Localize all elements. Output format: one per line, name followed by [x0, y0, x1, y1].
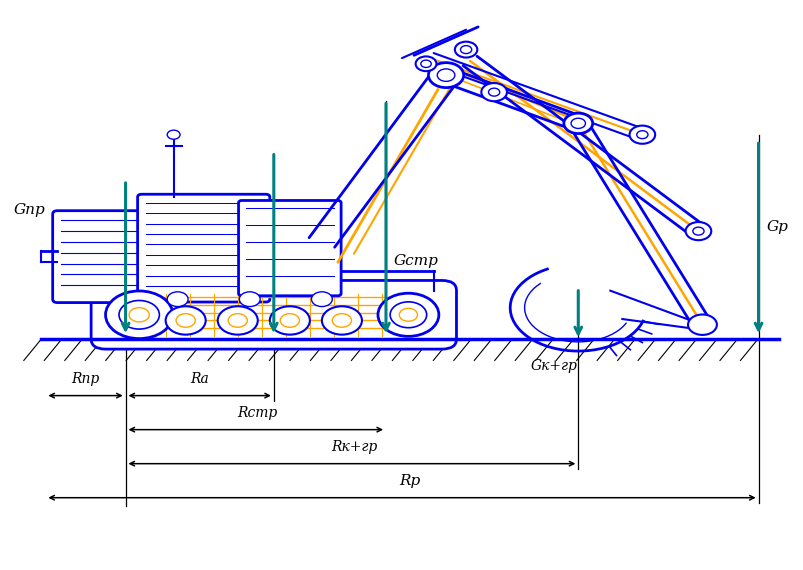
Circle shape — [270, 306, 309, 335]
Circle shape — [685, 222, 711, 240]
Circle shape — [428, 63, 463, 88]
Circle shape — [311, 292, 332, 307]
Circle shape — [280, 314, 299, 327]
FancyBboxPatch shape — [53, 211, 146, 303]
FancyBboxPatch shape — [137, 194, 270, 302]
Circle shape — [415, 56, 436, 71]
Circle shape — [176, 314, 195, 327]
Text: Rк+гр: Rк+гр — [330, 440, 377, 454]
Circle shape — [129, 308, 149, 322]
Circle shape — [437, 69, 454, 82]
Circle shape — [119, 300, 159, 329]
Circle shape — [377, 293, 438, 336]
Text: Rстр: Rстр — [238, 406, 278, 420]
Circle shape — [570, 118, 585, 128]
Circle shape — [399, 308, 417, 321]
Text: Gр: Gр — [765, 220, 788, 234]
Circle shape — [488, 88, 499, 96]
Circle shape — [481, 83, 507, 101]
Circle shape — [105, 291, 173, 339]
Circle shape — [389, 302, 426, 328]
Circle shape — [321, 306, 361, 335]
Circle shape — [454, 42, 477, 58]
Circle shape — [165, 306, 206, 335]
Text: Gпр: Gпр — [14, 203, 45, 217]
Circle shape — [218, 306, 258, 335]
Circle shape — [167, 130, 180, 139]
Circle shape — [692, 227, 703, 235]
Circle shape — [228, 314, 247, 327]
Text: Rа: Rа — [190, 372, 209, 386]
Circle shape — [629, 125, 654, 144]
Text: Rпр: Rпр — [71, 372, 100, 386]
Text: B: B — [113, 276, 128, 295]
Text: Gстр: Gстр — [393, 254, 438, 268]
Circle shape — [420, 60, 430, 67]
Circle shape — [636, 131, 647, 139]
Text: Rр: Rр — [399, 474, 420, 488]
Text: Gа: Gа — [238, 280, 259, 294]
Circle shape — [167, 292, 188, 307]
Circle shape — [563, 113, 592, 133]
Text: Gк+гр: Gк+гр — [529, 359, 577, 373]
FancyBboxPatch shape — [238, 201, 340, 296]
FancyBboxPatch shape — [91, 280, 456, 349]
Circle shape — [687, 315, 716, 335]
Circle shape — [239, 292, 260, 307]
Circle shape — [460, 46, 471, 54]
Circle shape — [332, 314, 351, 327]
